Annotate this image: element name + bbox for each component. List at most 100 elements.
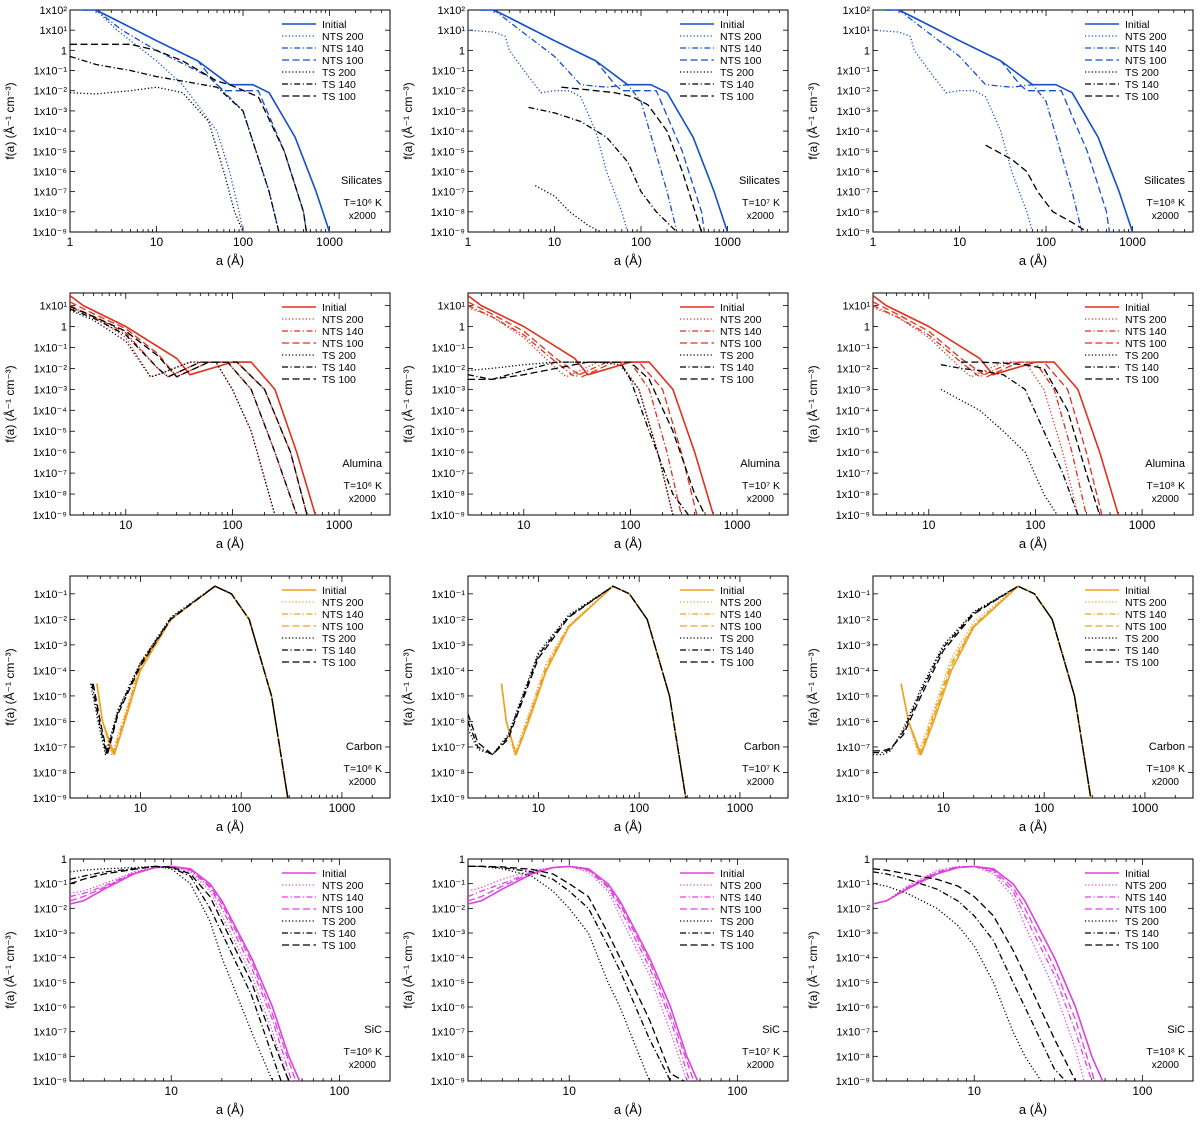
y-tick-label: 1x10⁻⁴ <box>33 126 68 138</box>
series-line-ts-140 <box>70 865 282 1081</box>
legend-label: NTS 200 <box>322 31 364 43</box>
series-line-nts-100 <box>468 301 698 515</box>
legend-label: TS 140 <box>322 928 356 940</box>
series-line-ts-100 <box>92 585 289 798</box>
series-line-ts-140 <box>91 585 289 798</box>
series-line-nts-100 <box>873 301 1103 515</box>
x-tick-label: 1000 <box>1129 518 1156 532</box>
material-label: Alumina <box>1145 458 1186 470</box>
series-line-ts-100 <box>468 585 687 798</box>
y-tick-label: 1x10⁻³ <box>837 640 871 652</box>
series-line-nts-140 <box>82 10 280 232</box>
y-tick-label: 1x10⁻⁴ <box>431 665 466 677</box>
legend-label: NTS 100 <box>1125 55 1167 67</box>
legend-label: TS 200 <box>1125 916 1159 928</box>
y-tick-label: 1x10⁻² <box>837 903 871 915</box>
series-group <box>468 585 687 798</box>
y-tick-label: 1x10⁻¹ <box>837 589 871 601</box>
legend-label: TS 140 <box>1125 79 1159 91</box>
y-tick-label: 1x10⁻⁵ <box>33 146 67 158</box>
legend-label: Initial <box>322 302 347 314</box>
y-tick-label: 1x10⁻³ <box>34 928 68 940</box>
legend-label: TS 140 <box>720 362 754 374</box>
x-tick-label: 100 <box>233 235 253 249</box>
legend-label: TS 200 <box>322 350 356 362</box>
legend-label: NTS 140 <box>1125 326 1167 338</box>
series-group <box>89 585 289 798</box>
y-tick-label: 1x10⁻¹ <box>34 342 68 354</box>
legend-label: TS 100 <box>322 91 356 103</box>
y-axis-label: f(a) (Å⁻¹ cm⁻³) <box>805 82 820 159</box>
x-tick-label: 100 <box>620 518 640 532</box>
y-tick-label: 1x10⁻⁴ <box>33 405 68 417</box>
y-tick-label: 1x10⁻² <box>34 614 68 626</box>
series-line-ts-200 <box>70 865 274 1081</box>
series-group <box>873 865 1104 1081</box>
y-tick-label: 1x10¹ <box>437 301 465 313</box>
y-tick-label: 1x10⁻⁵ <box>836 146 870 158</box>
series-group <box>70 294 317 515</box>
legend-label: Initial <box>720 19 745 31</box>
legend-label: NTS 100 <box>1125 904 1167 916</box>
legend-label: TS 200 <box>1125 67 1159 79</box>
x-axis-label: a (Å) <box>216 253 244 268</box>
legend-label: TS 200 <box>1125 633 1159 645</box>
factor-label: x2000 <box>747 777 775 788</box>
y-tick-label: 1x10⁻⁵ <box>33 426 67 438</box>
y-tick-label: 1x10⁻³ <box>837 384 871 396</box>
y-tick-label: 1x10⁻¹ <box>837 879 871 891</box>
legend-label: TS 140 <box>322 645 356 657</box>
y-tick-label: 1x10⁻¹ <box>432 66 466 78</box>
plot-frame <box>69 575 391 799</box>
series-line-ts-140 <box>468 865 672 1081</box>
y-tick-label: 1x10⁻¹ <box>837 66 871 78</box>
y-tick-label: 1x10⁻³ <box>34 384 68 396</box>
series-line-nts-100 <box>885 10 1111 232</box>
x-tick-label: 100 <box>1025 518 1045 532</box>
y-tick-label: 1x10⁻⁸ <box>33 767 67 779</box>
legend-label: NTS 100 <box>322 904 364 916</box>
y-tick-label: 1 <box>61 854 67 866</box>
factor-label: x2000 <box>349 211 377 222</box>
x-axis-label: a (Å) <box>1019 253 1047 268</box>
y-tick-label: 1x10⁻⁷ <box>431 742 465 754</box>
panel-alumina-0: 1x10⁻⁹ 1x10⁻⁸ 1x10⁻⁷ 1x10⁻⁶ 1x10⁻⁵ 1x10⁻⁴ 1x10… <box>2 292 391 551</box>
legend-label: TS 100 <box>720 374 754 386</box>
y-tick-label: 1x10⁻⁸ <box>33 207 67 219</box>
x-tick-label: 1 <box>67 235 74 249</box>
legend-label: NTS 140 <box>720 892 762 904</box>
legend-label: NTS 140 <box>720 43 762 55</box>
y-axis-label: f(a) (Å⁻¹ cm⁻³) <box>805 648 820 725</box>
x-tick-label: 10 <box>548 235 562 249</box>
y-tick-label: 1x10⁻⁴ <box>33 665 68 677</box>
material-label: Silicates <box>1144 175 1185 187</box>
x-tick-label: 100 <box>329 1084 349 1098</box>
legend-label: NTS 200 <box>720 31 762 43</box>
x-tick-label: 10 <box>922 518 936 532</box>
y-axis-label: f(a) (Å⁻¹ cm⁻³) <box>2 82 17 159</box>
material-label: SiC <box>762 1024 780 1036</box>
temperature-label: T=10⁸ K <box>1146 480 1185 492</box>
legend-label: NTS 100 <box>322 55 364 67</box>
y-tick-label: 1x10⁻¹ <box>432 879 466 891</box>
series-line-ts-200 <box>70 86 244 232</box>
y-tick-label: 1x10⁻¹ <box>34 879 68 891</box>
temperature-label: T=10⁶ K <box>344 1046 382 1058</box>
legend-label: Initial <box>322 19 347 31</box>
y-tick-label: 1x10⁻⁶ <box>431 447 465 459</box>
material-label: Carbon <box>1149 741 1185 753</box>
y-tick-label: 1x10⁻⁶ <box>836 166 870 178</box>
y-tick-label: 1x10⁻² <box>34 363 68 375</box>
y-tick-label: 1x10⁻⁷ <box>33 468 67 480</box>
y-tick-label: 1x10⁻⁴ <box>836 405 871 417</box>
series-line-nts-140 <box>873 305 1087 515</box>
series-line-ts-100 <box>468 361 706 515</box>
y-tick-label: 1x10⁻² <box>432 903 466 915</box>
series-line-ts-200 <box>468 865 651 1081</box>
material-label: Silicates <box>341 175 382 187</box>
legend-label: NTS 200 <box>720 314 762 326</box>
y-tick-label: 1x10⁻⁵ <box>431 146 465 158</box>
x-tick-label: 1000 <box>316 235 343 249</box>
y-axis-label: f(a) (Å⁻¹ cm⁻³) <box>400 365 415 442</box>
y-tick-label: 1x10⁻⁴ <box>836 665 871 677</box>
